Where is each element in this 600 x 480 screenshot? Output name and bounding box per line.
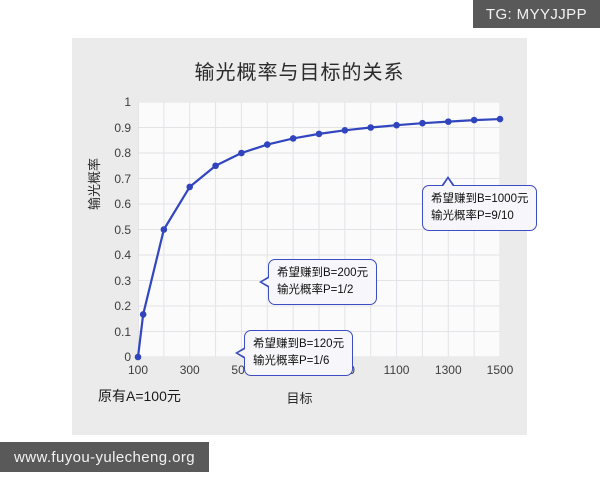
x-tick-label: 300 (179, 363, 200, 377)
line-series (134, 115, 504, 361)
callout-pointer-inner-icon (442, 178, 454, 188)
callout-b120: 希望赚到B=120元 输光概率P=1/6 (235, 330, 354, 377)
x-tick-label: 1300 (434, 363, 462, 377)
callout-b120-line2: 输光概率P=1/6 (253, 354, 330, 367)
callout-pointer-inner-icon (237, 348, 247, 358)
telegram-watermark: TG: MYYJJPP (472, 0, 600, 28)
y-tick-label: 0.8 (114, 146, 131, 160)
callout-b200-line1: 希望赚到B=200元 (277, 267, 369, 279)
x-tick-label: 1100 (383, 363, 410, 377)
x-tick-label: 1500 (486, 363, 514, 377)
callout-b200: 希望赚到B=200元 输光概率P=1/2 (259, 259, 378, 306)
callout-b1000: 希望赚到B=1000元 输光概率P=9/10 (422, 176, 538, 232)
initial-capital-note: 原有A=100元 (98, 388, 181, 404)
y-tick-label: 0.2 (114, 299, 131, 313)
callout-b200-line2: 输光概率P=1/2 (277, 283, 354, 296)
callout-pointer-inner-icon (261, 277, 271, 287)
telegram-watermark-text: TG: MYYJJPP (485, 5, 587, 23)
y-tick-label: 0.9 (114, 120, 131, 135)
y-axis-label: 输光概率 (87, 157, 102, 210)
y-tick-label: 0 (124, 350, 131, 364)
y-tick-label: 0.6 (114, 197, 131, 211)
chart-title: 输光概率与目标的关系 (194, 62, 405, 84)
site-watermark: www.fuyou-yulecheng.org (0, 442, 209, 472)
y-tick-label: 1 (124, 95, 131, 109)
callout-b1000-line1: 希望赚到B=1000元 (431, 193, 529, 205)
y-tick-label: 0.3 (114, 273, 131, 288)
y-tick-label: 0.1 (114, 324, 131, 339)
y-tick-label: 0.4 (114, 248, 131, 262)
y-tick-label: 0.7 (114, 171, 131, 186)
x-axis-label: 目标 (286, 391, 313, 406)
site-watermark-text: www.fuyou-yulecheng.org (14, 448, 195, 466)
x-tick-label: 100 (127, 363, 149, 377)
y-tick-label: 0.5 (114, 222, 131, 237)
callout-b1000-line2: 输光概率P=9/10 (431, 209, 514, 222)
callout-b120-line1: 希望赚到B=120元 (253, 338, 345, 350)
chart-card: 输光概率与目标的关系 输光概率 目标 原有A=100元 0 0.1 0.2 0.3 0.… (72, 38, 538, 435)
